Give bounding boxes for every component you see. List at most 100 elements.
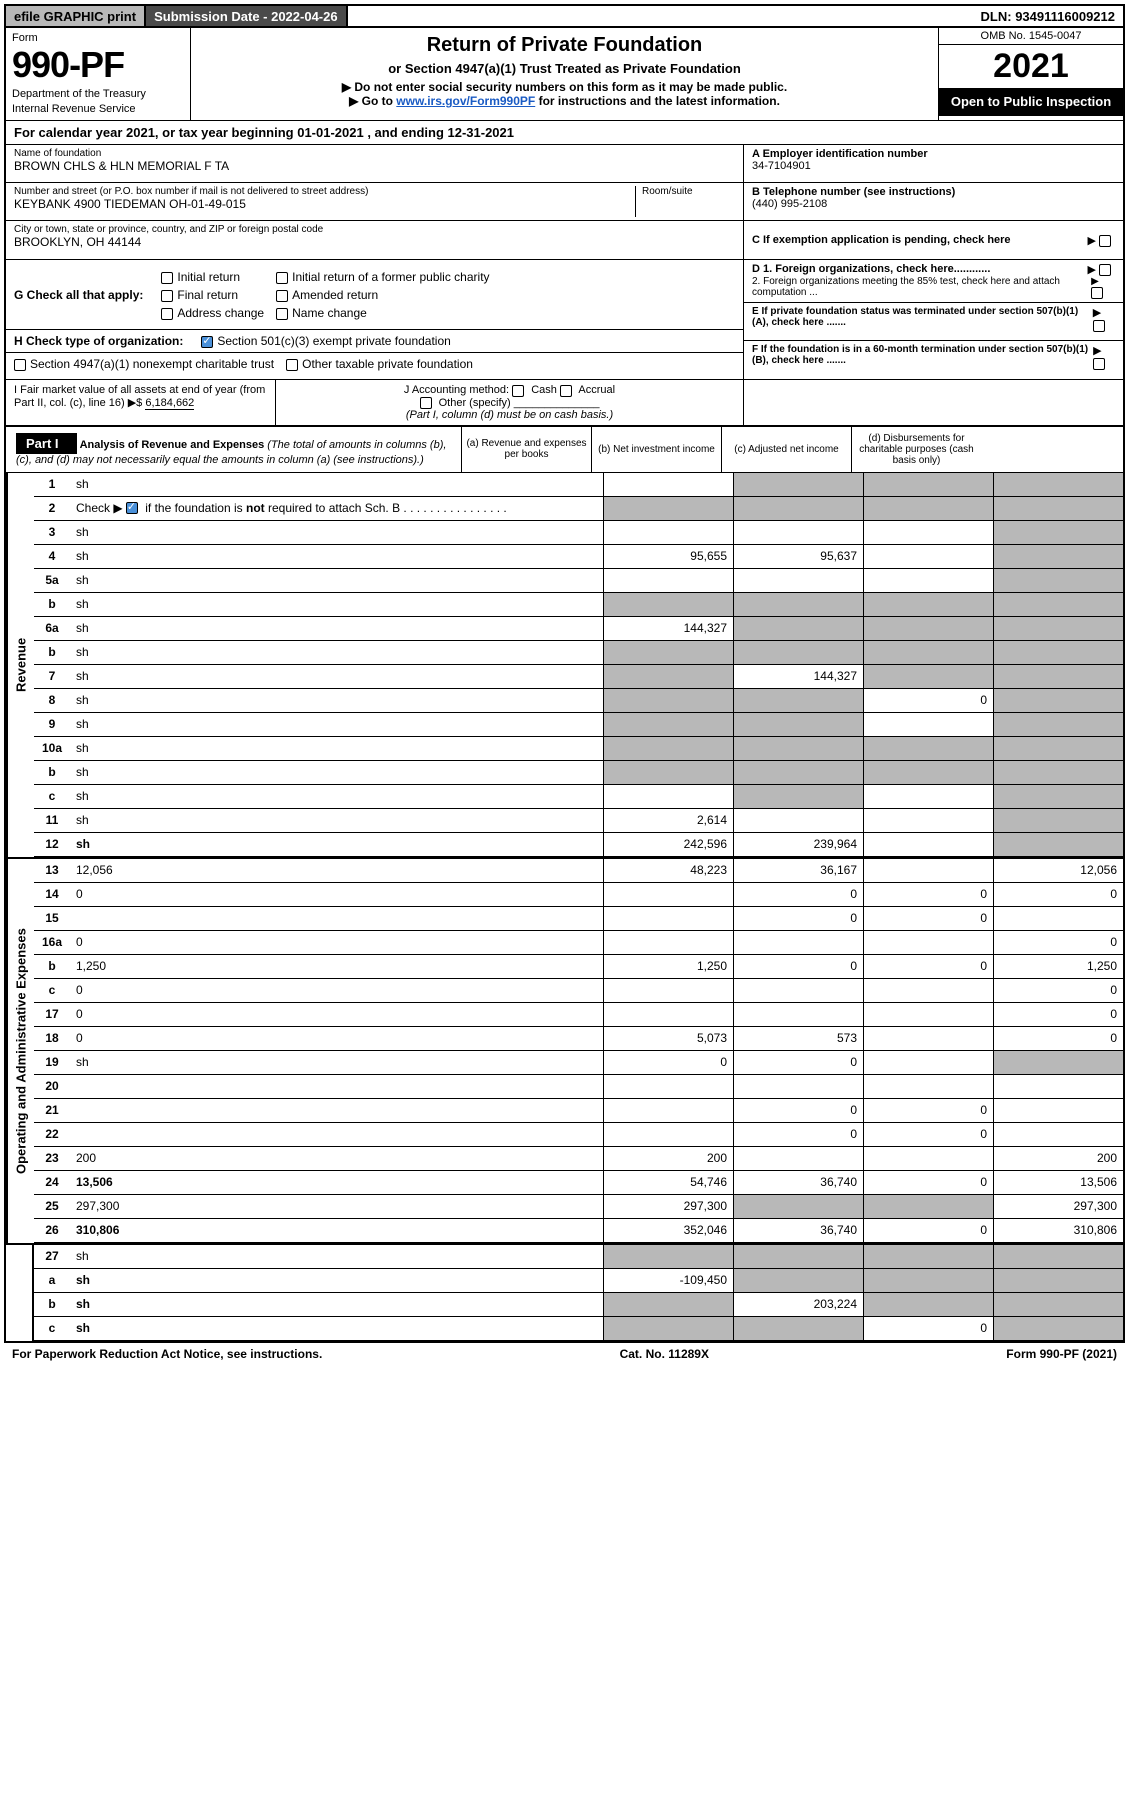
checkbox-icon[interactable] [276, 272, 288, 284]
table-row: ash-109,450 [34, 1269, 1123, 1293]
cell-b [733, 1075, 863, 1098]
cell-a [603, 1123, 733, 1146]
form-link[interactable]: www.irs.gov/Form990PF [396, 94, 535, 108]
cell-c [863, 1051, 993, 1074]
cell-d: 12,056 [993, 859, 1123, 882]
g-opt-lbl: Initial return [177, 270, 240, 284]
bottom-rows: 27shash-109,450bsh203,224csh0 [34, 1245, 1123, 1341]
table-row: 25297,300297,300297,300 [34, 1195, 1123, 1219]
h-lbl: H Check type of organization: [14, 334, 183, 348]
checkbox-icon[interactable] [276, 290, 288, 302]
checkbox-icon[interactable] [161, 272, 173, 284]
omb: OMB No. 1545-0047 [939, 28, 1123, 45]
form-container: Form 990-PF Department of the Treasury I… [4, 28, 1125, 1343]
cell-c [863, 473, 993, 496]
line-desc: 0 [70, 1003, 603, 1026]
footer: For Paperwork Reduction Act Notice, see … [4, 1343, 1125, 1365]
line-num: 4 [34, 545, 70, 568]
line-desc [70, 1075, 603, 1098]
cell-d: 0 [993, 979, 1123, 1002]
line-num: 24 [34, 1171, 70, 1194]
ein-val: 34-7104901 [752, 160, 1115, 172]
line-desc: sh [70, 713, 603, 736]
subdate-btn[interactable]: Submission Date - 2022-04-26 [146, 6, 348, 26]
name-cell: Name of foundation BROWN CHLS & HLN MEMO… [6, 145, 743, 183]
addr-cell: Number and street (or P.O. box number if… [6, 183, 743, 221]
cell-b [733, 785, 863, 808]
cell-c [863, 617, 993, 640]
g-opt-lbl: Initial return of a former public charit… [292, 270, 489, 284]
checkbox-icon[interactable] [512, 385, 524, 397]
g-opt-5: Name change [276, 306, 489, 320]
efile-btn[interactable]: efile GRAPHIC print [6, 6, 146, 26]
cell-d: 310,806 [993, 1219, 1123, 1242]
checkbox-icon[interactable] [1093, 358, 1105, 370]
cell-a: 2,614 [603, 809, 733, 832]
cell-d [993, 1075, 1123, 1098]
f-cell: F If the foundation is in a 60-month ter… [744, 341, 1123, 379]
calendar-year: For calendar year 2021, or tax year begi… [6, 121, 1123, 145]
cell-a: -109,450 [603, 1269, 733, 1292]
name-lbl: Name of foundation [14, 148, 735, 159]
tax-year: 2021 [939, 45, 1123, 88]
g-opt-1: Final return [161, 288, 264, 302]
note1: ▶ Do not enter social security numbers o… [201, 80, 928, 94]
checkbox-icon[interactable] [1099, 235, 1111, 247]
cell-c [863, 737, 993, 760]
addr-lbl: Number and street (or P.O. box number if… [14, 186, 635, 197]
checkbox-icon[interactable] [276, 308, 288, 320]
checkbox-icon[interactable] [560, 385, 572, 397]
cell-d [993, 497, 1123, 520]
line-desc: sh [70, 569, 603, 592]
cell-b [733, 1245, 863, 1268]
i-val: 6,184,662 [145, 397, 194, 410]
cell-d: 0 [993, 1027, 1123, 1050]
info-right: A Employer identification number 34-7104… [743, 145, 1123, 259]
checkbox-icon[interactable] [161, 290, 173, 302]
e-check: ▶ [1093, 306, 1115, 337]
line-num: 13 [34, 859, 70, 882]
line-num: c [34, 785, 70, 808]
checkbox-icon[interactable] [1093, 320, 1105, 332]
cell-b [733, 1147, 863, 1170]
h-row: H Check type of organization: Section 50… [6, 330, 743, 353]
table-row: 2Check ▶ if the foundation is not requir… [34, 497, 1123, 521]
cell-c [863, 859, 993, 882]
bottom-side [6, 1245, 34, 1341]
cell-d: 0 [993, 1003, 1123, 1026]
table-row: 6ash144,327 [34, 617, 1123, 641]
line-desc: 297,300 [70, 1195, 603, 1218]
cell-c [863, 713, 993, 736]
phone-cell: B Telephone number (see instructions) (4… [744, 183, 1123, 221]
cell-a [603, 883, 733, 906]
line-desc: 0 [70, 883, 603, 906]
col-d-head: (d) Disbursements for charitable purpose… [851, 427, 981, 472]
table-row: 1700 [34, 1003, 1123, 1027]
addr-val: KEYBANK 4900 TIEDEMAN OH-01-49-015 [14, 197, 635, 211]
checkbox-icon[interactable] [201, 336, 213, 348]
line-desc: 200 [70, 1147, 603, 1170]
cell-a [603, 473, 733, 496]
e-lbl: E If private foundation status was termi… [752, 306, 1093, 337]
checkbox-icon[interactable] [1099, 264, 1111, 276]
cell-c [863, 1027, 993, 1050]
table-row: 19sh00 [34, 1051, 1123, 1075]
line-num: 25 [34, 1195, 70, 1218]
checkbox-icon[interactable] [1091, 287, 1103, 299]
line-num: c [34, 979, 70, 1002]
col-c-head: (c) Adjusted net income [721, 427, 851, 472]
table-row: 5ash [34, 569, 1123, 593]
checkbox-icon[interactable] [161, 308, 173, 320]
checkbox-icon[interactable] [286, 359, 298, 371]
checkbox-icon[interactable] [14, 359, 26, 371]
cell-b [733, 569, 863, 592]
top-bar: efile GRAPHIC print Submission Date - 20… [4, 4, 1125, 28]
table-row: 23200200200 [34, 1147, 1123, 1171]
table-row: bsh203,224 [34, 1293, 1123, 1317]
note2-post: for instructions and the latest informat… [535, 94, 780, 108]
checkbox-icon[interactable] [420, 397, 432, 409]
line-desc: 310,806 [70, 1219, 603, 1242]
cell-a: 5,073 [603, 1027, 733, 1050]
cell-b [733, 641, 863, 664]
cell-c [863, 521, 993, 544]
